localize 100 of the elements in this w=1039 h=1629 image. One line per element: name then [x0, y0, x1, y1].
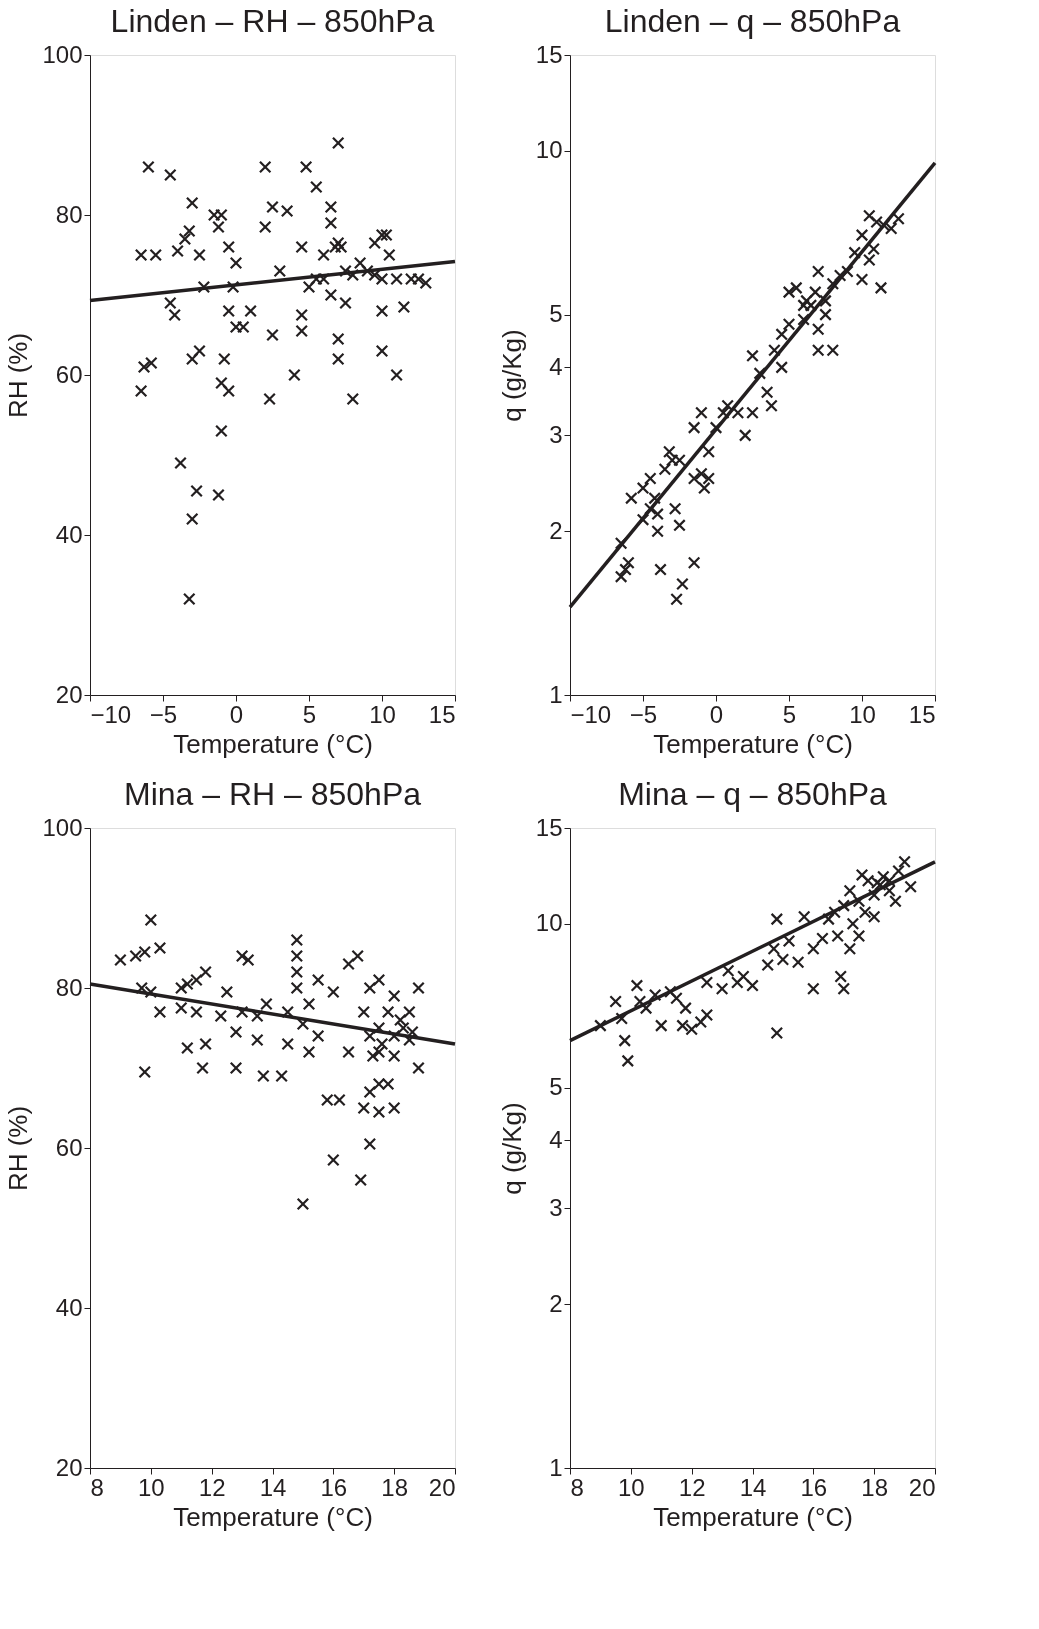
x-tick-label: 12 [678, 1473, 706, 1501]
x-tick-label: 18 [381, 1473, 409, 1501]
point [664, 985, 677, 999]
point [615, 1012, 629, 1025]
x-tick-label: 12 [198, 1473, 226, 1501]
x-tick-label: 5 [782, 700, 797, 728]
x-tick-label: 20 [908, 1473, 936, 1501]
point [837, 899, 851, 912]
point [761, 958, 775, 972]
point [700, 1008, 714, 1022]
x-tick-label: −5 [149, 700, 178, 728]
x-axis-title: Temperature (°C) [173, 728, 373, 759]
point [843, 942, 857, 956]
point [876, 870, 890, 884]
point [609, 995, 622, 1008]
y-tick-label: 4 [549, 352, 563, 380]
x-tick-label: 10 [617, 1473, 645, 1501]
y-tick-label: 10 [535, 136, 563, 164]
y-axis-title: q (g/Kg) [496, 1102, 527, 1195]
y-tick-label: 5 [549, 1073, 563, 1101]
y-tick-label: 1 [549, 1453, 563, 1481]
y-tick-label: 20 [55, 1453, 83, 1481]
y-tick-label: 60 [55, 360, 83, 388]
point [797, 910, 811, 924]
x-tick-label: 16 [320, 1473, 348, 1501]
x-tick-label: 16 [800, 1473, 828, 1501]
x-tick-label: 15 [908, 700, 936, 728]
x-tick-label: 14 [739, 1473, 767, 1501]
x-tick-label: 18 [861, 1473, 889, 1501]
y-axis-title: RH (%) [3, 332, 34, 419]
point [843, 884, 857, 898]
point [648, 988, 662, 1002]
y-tick-label: 80 [55, 200, 83, 228]
y-tick-label: 4 [549, 1125, 563, 1153]
y-axis-title: q (g/Kg) [496, 329, 527, 422]
point [867, 888, 881, 902]
point [621, 1054, 635, 1068]
point [806, 942, 820, 956]
x-tick-label: 0 [709, 700, 724, 728]
y-tick-label: 1 [549, 680, 563, 708]
point [852, 894, 866, 908]
chart-title: Mina – q – 850hPa [618, 776, 888, 812]
point [806, 982, 820, 996]
x-tick-label: 15 [428, 700, 456, 728]
point [618, 1034, 632, 1047]
point [737, 970, 750, 983]
x-tick-label: −5 [629, 700, 658, 728]
x-axis-title: Temperature (°C) [653, 1501, 853, 1532]
y-tick-label: 40 [55, 520, 83, 548]
y-tick-label: 15 [535, 813, 563, 841]
x-tick-label: 8 [570, 1473, 584, 1501]
point [594, 1019, 607, 1032]
y-axis-title: RH (%) [3, 1105, 34, 1192]
chart-title: Linden – q – 850hPa [604, 3, 901, 39]
y-tick-label: 15 [535, 40, 563, 68]
point [904, 880, 918, 894]
y-tick-label: 3 [549, 1193, 563, 1221]
y-tick-label: 20 [55, 680, 83, 708]
x-tick-label: 20 [428, 1473, 456, 1501]
x-tick-label: 5 [302, 700, 317, 728]
x-tick-label: 10 [849, 700, 876, 728]
point [694, 1015, 708, 1029]
y-tick-label: 60 [55, 1133, 83, 1161]
x-tick-label: −10 [570, 700, 612, 728]
point [831, 929, 845, 943]
point [746, 979, 759, 992]
y-tick-label: 100 [42, 813, 83, 841]
point [846, 917, 860, 931]
point [670, 991, 683, 1005]
point [782, 934, 796, 948]
point [639, 1001, 653, 1015]
point [679, 1001, 692, 1015]
y-tick-label: 2 [549, 1289, 563, 1317]
point [867, 910, 881, 924]
point [892, 864, 905, 878]
x-axis-title: Temperature (°C) [173, 1501, 373, 1532]
x-tick-label: 14 [259, 1473, 287, 1501]
y-tick-label: 3 [549, 420, 563, 448]
point [776, 953, 790, 966]
point [770, 1026, 784, 1040]
x-tick-label: 10 [137, 1473, 165, 1501]
point [852, 929, 866, 943]
point [898, 855, 911, 869]
point [654, 1019, 668, 1032]
point [715, 982, 729, 996]
y-tick-label: 40 [55, 1293, 83, 1321]
point [730, 976, 744, 989]
point [834, 970, 848, 983]
point [883, 884, 896, 898]
y-tick-label: 5 [549, 300, 563, 328]
x-tick-label: 10 [369, 700, 396, 728]
chart-title: Linden – RH – 850hPa [110, 3, 435, 39]
x-axis-title: Temperature (°C) [653, 728, 853, 759]
point [822, 912, 835, 926]
x-tick-label: −10 [90, 700, 132, 728]
y-tick-label: 100 [42, 40, 83, 68]
point [770, 912, 784, 926]
point [791, 955, 805, 969]
y-tick-label: 10 [535, 909, 563, 937]
point [855, 868, 869, 882]
